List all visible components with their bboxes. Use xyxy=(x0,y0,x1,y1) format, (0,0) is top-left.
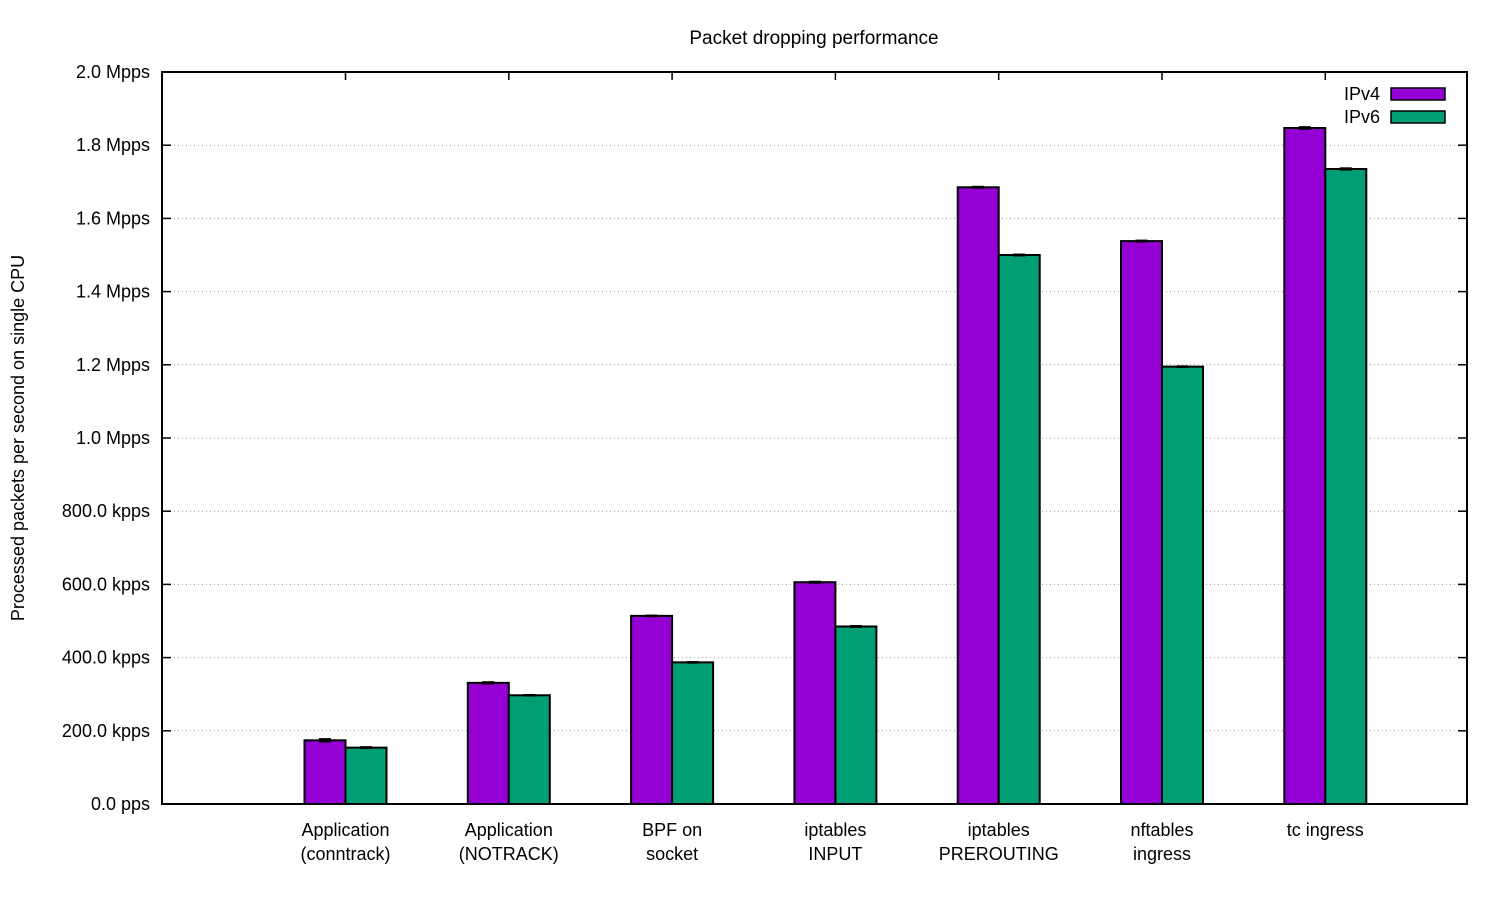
x-tick-label: iptables xyxy=(968,820,1030,840)
bar-ipv6 xyxy=(834,625,878,805)
x-tick-label: (conntrack) xyxy=(300,844,390,864)
x-tick-label: nftables xyxy=(1130,820,1193,840)
y-tick-label: 0.0 pps xyxy=(91,794,150,814)
chart-title: Packet dropping performance xyxy=(689,28,938,49)
bar-ipv6 xyxy=(671,661,715,805)
y-tick-label: 200.0 kpps xyxy=(62,721,150,741)
x-tick-label: Application xyxy=(465,820,553,840)
bar-ipv4 xyxy=(1283,126,1327,806)
bar-ipv6 xyxy=(507,694,551,805)
x-tick-label: INPUT xyxy=(808,844,862,864)
axes: 0.0 pps 200.0 kpps 400.0 kpps 600.0 kpps 800… xyxy=(62,62,1468,864)
legend-label: IPv6 xyxy=(1344,107,1380,127)
x-tick-label: socket xyxy=(646,844,698,864)
x-tick-label: Application xyxy=(301,820,389,840)
bar-ipv4 xyxy=(793,581,837,805)
y-tick-label: 600.0 kpps xyxy=(62,574,150,594)
bar-ipv4 xyxy=(303,739,347,805)
y-tick-label: 1.4 Mpps xyxy=(76,282,150,302)
y-axis-label: Processed packets per second on single C… xyxy=(8,255,28,621)
y-tick-label: 400.0 kpps xyxy=(62,648,150,668)
y-tick-label: 800.0 kpps xyxy=(62,501,150,521)
bar-ipv4 xyxy=(630,614,674,805)
y-tick-label: 1.0 Mpps xyxy=(76,428,150,448)
bar-ipv4 xyxy=(1120,240,1163,806)
x-tick-label: (NOTRACK) xyxy=(459,844,559,864)
bar-ipv4 xyxy=(466,681,510,805)
bar-ipv6 xyxy=(344,746,388,805)
x-tick-label: ingress xyxy=(1133,844,1191,864)
plot-border xyxy=(161,71,1468,805)
x-tick-label: iptables xyxy=(804,820,866,840)
bar-ipv4 xyxy=(956,186,1000,806)
legend-swatch xyxy=(1390,110,1446,124)
x-tick-label: BPF on xyxy=(642,820,702,840)
y-tick-label: 1.8 Mpps xyxy=(76,135,150,155)
bar-ipv6 xyxy=(997,254,1041,805)
bar-ipv6 xyxy=(1161,365,1204,805)
bars xyxy=(303,126,1368,806)
bar-ipv6 xyxy=(1324,167,1368,806)
y-tick-label: 1.2 Mpps xyxy=(76,355,150,375)
legend: IPv4 IPv6 xyxy=(1344,84,1446,127)
legend-label: IPv4 xyxy=(1344,84,1380,104)
y-tick-label: 1.6 Mpps xyxy=(76,208,150,228)
x-tick-label: tc ingress xyxy=(1287,820,1364,840)
legend-swatch xyxy=(1390,87,1446,101)
x-tick-label: PREROUTING xyxy=(939,844,1059,864)
y-tick-label: 2.0 Mpps xyxy=(76,62,150,82)
